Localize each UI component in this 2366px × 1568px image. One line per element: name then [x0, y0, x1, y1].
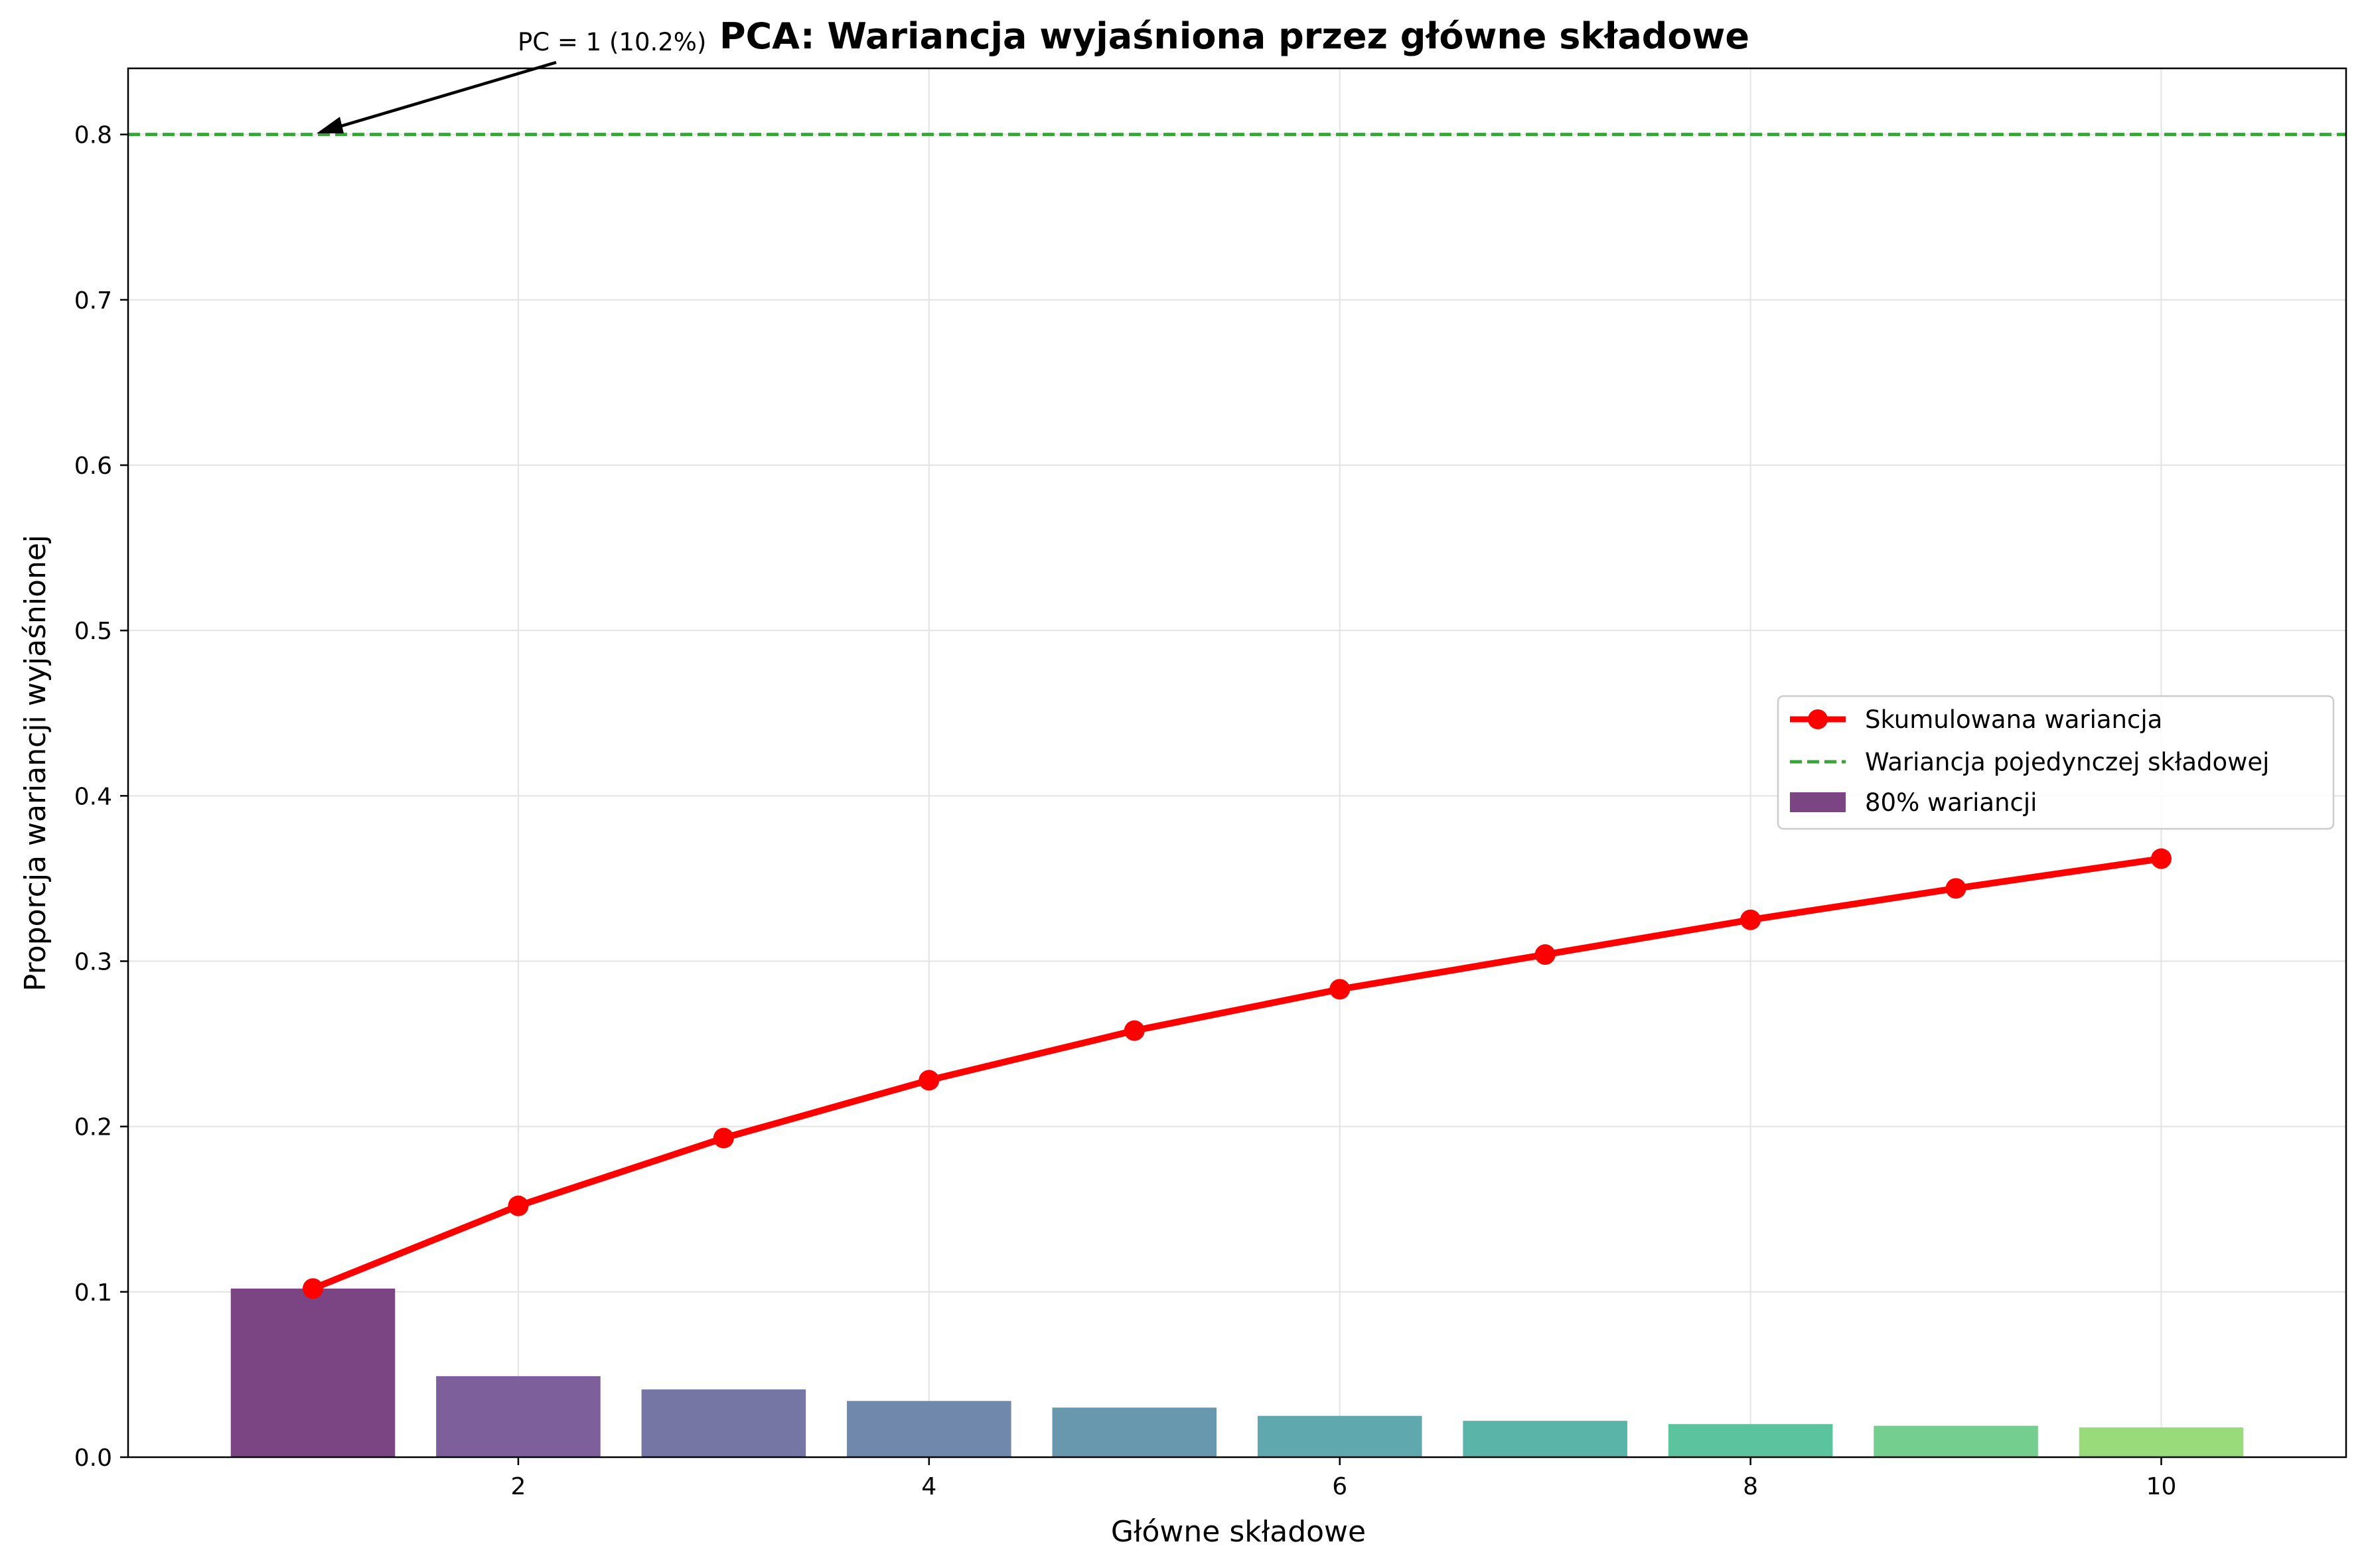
bar: [847, 1401, 1011, 1457]
legend-label-reference: Wariancja pojedynczej składowej: [1865, 748, 2269, 776]
series-point: [303, 1278, 323, 1299]
x-axis-title: Główne składowe: [1111, 1515, 1366, 1549]
x-tick-label: 8: [1743, 1473, 1758, 1500]
legend-label-cumulative: Skumulowana wariancja: [1865, 705, 2162, 734]
y-tick-label: 0.5: [74, 618, 112, 645]
bar: [1257, 1415, 1422, 1457]
bar: [1874, 1425, 2038, 1457]
bar: [1668, 1424, 1833, 1457]
cumulative-line: [303, 848, 2172, 1299]
y-tick-label: 0.4: [74, 783, 112, 810]
bar: [2079, 1427, 2244, 1457]
y-tick-label: 0.3: [74, 949, 112, 976]
annotation-arrow-head: [317, 117, 344, 133]
series-point: [1945, 878, 1966, 899]
bar: [1052, 1407, 1217, 1457]
series-point: [1534, 944, 1556, 965]
y-tick-label: 0.6: [74, 453, 112, 480]
plot-frame: [127, 67, 2347, 1459]
series-point: [1329, 979, 1351, 1000]
legend-swatch-marker: [1808, 709, 1828, 729]
y-tick-label: 0.1: [74, 1279, 112, 1307]
series-point: [2151, 848, 2172, 869]
series-point: [1124, 1020, 1145, 1041]
y-tick-label: 0.8: [74, 122, 112, 149]
y-axis-title: Proporcja wariancji wyjaśnionej: [19, 535, 52, 991]
bar: [641, 1389, 806, 1457]
y-tick-label: 0.0: [74, 1445, 112, 1472]
series-point: [1740, 909, 1761, 930]
bars: [230, 1288, 2244, 1457]
annotation-arrow-line: [323, 60, 557, 133]
bar: [436, 1376, 601, 1457]
annotation-text: PC = 1 (10.2%): [518, 28, 706, 56]
annotation: PC = 1 (10.2%): [317, 28, 706, 133]
bar: [230, 1288, 396, 1457]
series-point: [508, 1195, 529, 1216]
y-tick-label: 0.2: [74, 1114, 112, 1141]
x-tick-label: 6: [1332, 1473, 1347, 1500]
x-tick-label: 10: [2146, 1473, 2177, 1500]
series-point: [919, 1070, 940, 1091]
series-point: [713, 1127, 734, 1149]
legend-frame: [1777, 695, 2335, 830]
x-tick-label: 2: [510, 1473, 526, 1500]
bar: [1463, 1421, 1627, 1457]
legend-swatch-bar: [1790, 792, 1846, 812]
tick-labels: 2 4 6 8 10 0.0 0.1 0.2 0.3 0.4 0.5 0.6 0.7 0.8: [74, 122, 2177, 1500]
series-line: [309, 855, 2165, 1292]
axes: [120, 67, 2347, 1465]
x-tick-label: 4: [921, 1473, 936, 1500]
chart-title: PCA: Wariancja wyjaśniona przez główne s…: [719, 15, 1749, 57]
legend-label-bars: 80% wariancji: [1865, 788, 2037, 817]
y-tick-label: 0.7: [74, 287, 112, 315]
legend: Skumulowana wariancja Wariancja pojedync…: [1777, 695, 2335, 830]
